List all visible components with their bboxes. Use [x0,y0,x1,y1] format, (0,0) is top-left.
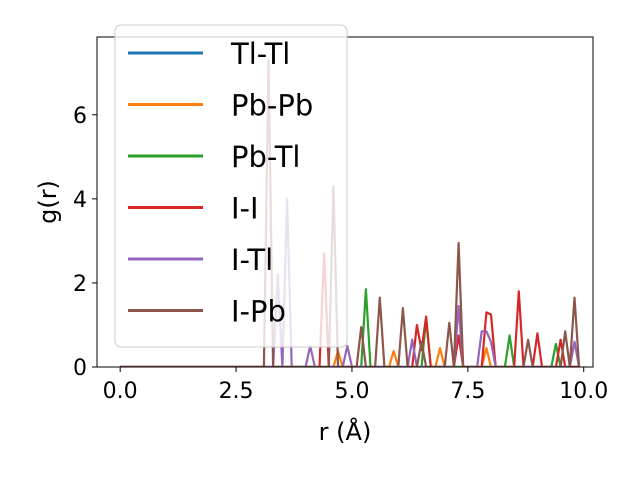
x-axis-ticks: 0.0 2.5 5.0 7.5 10.0 [103,367,608,404]
series-line-pb-tl [120,288,580,367]
y-tick-label: 2 [73,272,87,297]
y-tick-label: 0 [73,356,87,381]
legend-label-i-pb: I-Pb [231,295,286,329]
y-axis-ticks: 0 2 4 6 [73,104,97,381]
legend-label-tl-tl: Tl-Tl [230,37,290,71]
legend-label-pb-tl: Pb-Tl [231,140,300,174]
series-line-pb-pb [120,347,580,367]
x-tick-label: 2.5 [219,379,254,404]
y-tick-label: 6 [73,104,87,129]
legend-label-pb-pb: Pb-Pb [231,89,313,123]
x-tick-label: 0.0 [103,379,138,404]
legend: Tl-Tl Pb-Pb Pb-Tl I-I I-Tl I-Pb [114,24,348,348]
x-tick-label: 5.0 [334,379,369,404]
series-line-i-i [120,252,580,367]
x-tick-label: 7.5 [450,379,485,404]
y-axis-label: g(r) [34,180,62,224]
x-tick-label: 10.0 [559,379,608,404]
legend-label-i-tl: I-Tl [231,243,273,277]
legend-label-i-i: I-I [231,192,259,226]
y-tick-label: 4 [73,188,87,213]
x-axis-label: r (Å) [319,417,372,446]
